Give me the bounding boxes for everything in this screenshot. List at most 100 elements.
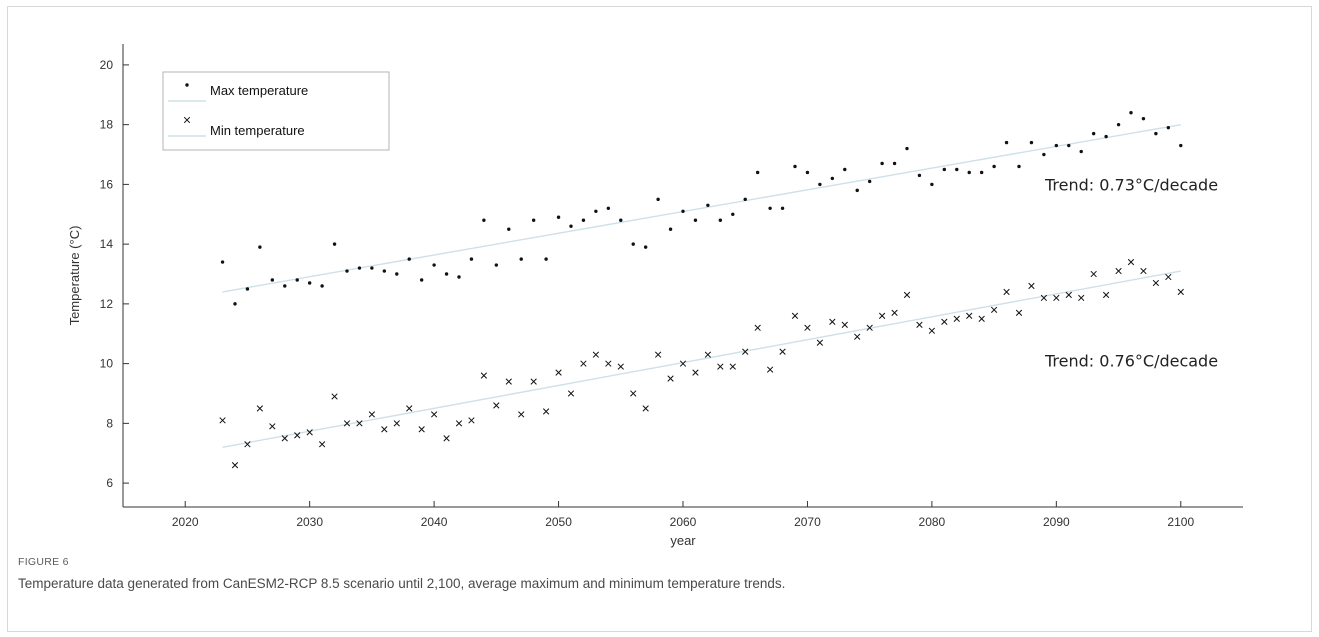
max-temperature-point (308, 281, 311, 284)
max-temperature-point (706, 204, 709, 207)
legend-min-label: Min temperature (210, 123, 305, 138)
max-temperature-point (955, 168, 958, 171)
max-temperature-point (992, 165, 995, 168)
max-temperature-point (1167, 126, 1170, 129)
min-temperature-point (257, 406, 263, 412)
y-tick-label: 12 (100, 297, 114, 311)
legend-max-marker (185, 83, 188, 86)
max-temperature-point (619, 219, 622, 222)
max-temperature-point (296, 278, 299, 281)
max-temperature-point (557, 216, 560, 219)
min-temperature-point (1078, 295, 1084, 301)
max-temperature-point (818, 183, 821, 186)
min-temperature-point (1091, 271, 1097, 277)
max-temperature-point (569, 225, 572, 228)
min-temperature-point (718, 364, 724, 370)
max-temperature-point (233, 302, 236, 305)
figure-caption: Temperature data generated from CanESM2-… (18, 576, 785, 591)
min-temperature-point (929, 328, 935, 334)
max-temperature-point (383, 269, 386, 272)
x-axis-label: year (670, 533, 696, 548)
max-temperature-point (1055, 144, 1058, 147)
min-temperature-point (879, 313, 885, 319)
min-temperature-point (780, 349, 786, 355)
max-temperature-point (271, 278, 274, 281)
plot-area: 2020 2030 2040 2050 2060 2070 2080 2090 2100 6 8 10… (67, 44, 1243, 548)
max-temperature-point (333, 242, 336, 245)
max-temperature-point (968, 171, 971, 174)
x-tick-label: 2060 (670, 515, 697, 529)
max-temperature-point (594, 210, 597, 213)
max-temperature-point (980, 171, 983, 174)
max-temperature-point (768, 207, 771, 210)
min-temperature-point (892, 310, 898, 316)
min-temperature-point (730, 364, 736, 370)
max-temperature-point (607, 207, 610, 210)
x-tick-label: 2090 (1043, 515, 1070, 529)
min-temperature-point (220, 418, 226, 424)
max-temperature-point (1030, 141, 1033, 144)
max-temperature-point (880, 162, 883, 165)
max-temperature-point (744, 198, 747, 201)
max-temperature-point (1104, 135, 1107, 138)
min-temperature-point (1141, 268, 1147, 274)
max-temperature-point (457, 275, 460, 278)
min-temperature-point (842, 322, 848, 328)
min-temperature-point (394, 421, 400, 427)
y-tick-label: 20 (100, 58, 114, 72)
min-temperature-point (518, 412, 524, 418)
min-temperature-point (954, 316, 960, 322)
min-temperature-point (543, 409, 549, 415)
min-temperature-point (568, 391, 574, 397)
y-tick-label: 8 (106, 416, 113, 430)
min-temperature-point (705, 352, 711, 358)
min-temperature-point (494, 403, 500, 409)
max-temperature-point (582, 219, 585, 222)
max-temperature-point (445, 272, 448, 275)
legend-max-label: Max temperature (210, 83, 308, 98)
max-temperature-point (943, 168, 946, 171)
max-temperature-point (781, 207, 784, 210)
min-temperature-point (792, 313, 798, 319)
y-tick-label: 6 (106, 476, 113, 490)
min-temperature-point (431, 412, 437, 418)
min-temperature-point (469, 418, 475, 424)
min-temperature-point (556, 370, 562, 376)
x-tick-label: 2070 (794, 515, 821, 529)
min-temperature-point (1166, 274, 1172, 280)
min-temperature-point (668, 376, 674, 382)
max-temperature-point (482, 219, 485, 222)
min-temperature-point (319, 441, 325, 447)
max-temperature-point (1017, 165, 1020, 168)
max-temperature-point (1179, 144, 1182, 147)
min-temperature-point (419, 427, 425, 433)
max-temperature-point (408, 257, 411, 260)
min-temperature-point (917, 322, 923, 328)
min-temperature-point (904, 292, 910, 298)
min-temperature-point (966, 313, 972, 319)
min-temperature-point (481, 373, 487, 379)
min-temperature-point (581, 361, 587, 367)
min-temperature-point (232, 462, 238, 468)
min-temperature-point (1116, 268, 1122, 274)
max-temperature-point (793, 165, 796, 168)
max-temperature-point (831, 177, 834, 180)
y-tick-label: 10 (100, 357, 114, 371)
y-tick-label: 18 (100, 118, 114, 132)
max-temperature-point (806, 171, 809, 174)
max-temperature-point (868, 180, 871, 183)
min-temperature-point (1016, 310, 1022, 316)
max-temperature-point (283, 284, 286, 287)
max-temperature-point (1067, 144, 1070, 147)
min-temperature-point (531, 379, 537, 385)
max-temperature-point (221, 260, 224, 263)
min-temperature-point (630, 391, 636, 397)
max-temperature-point (644, 245, 647, 248)
min-temperature-point (755, 325, 761, 331)
max-temperature-point (1005, 141, 1008, 144)
max-temperature-point (1154, 132, 1157, 135)
min-temperature-point (456, 421, 462, 427)
max-temperature-point (656, 198, 659, 201)
x-tick-label: 2020 (172, 515, 199, 529)
min-temperature-point (817, 340, 823, 346)
